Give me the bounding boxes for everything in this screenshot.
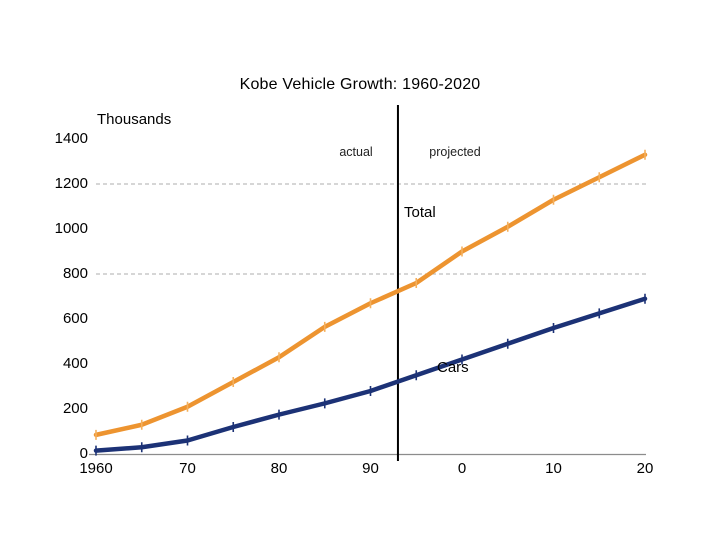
x-tick-label-2000: 0 <box>457 460 467 477</box>
y-tick-label-1000: 1000 <box>54 220 88 237</box>
y-tick-label-1400: 1400 <box>54 130 88 147</box>
x-tick-label-2010: 10 <box>545 460 562 477</box>
series-line-cars <box>93 296 648 453</box>
y-tick-label-400: 400 <box>62 355 88 372</box>
x-tick-label-1970: 70 <box>179 460 196 477</box>
chart-title: Kobe Vehicle Growth: 1960-2020 <box>239 76 481 93</box>
y-tick-label-1200: 1200 <box>54 175 88 192</box>
x-tick-label-1990: 90 <box>362 460 379 477</box>
x-tick-label-2020: 20 <box>636 460 654 477</box>
x-tick-label-1960: 1960 <box>79 460 113 477</box>
annotation-actual: actual <box>339 145 373 159</box>
y-tick-label-0: 0 <box>79 445 88 462</box>
y-axis-unit-label: Thousands <box>97 111 172 128</box>
y-tick-label-800: 800 <box>62 265 88 282</box>
series-label-cars: Cars <box>437 359 469 376</box>
y-tick-label-600: 600 <box>62 310 88 327</box>
y-tick-label-200: 200 <box>62 400 88 417</box>
series-label-total: Total <box>404 204 436 221</box>
annotation-projected: projected <box>429 145 481 159</box>
x-tick-label-1980: 80 <box>270 460 288 477</box>
